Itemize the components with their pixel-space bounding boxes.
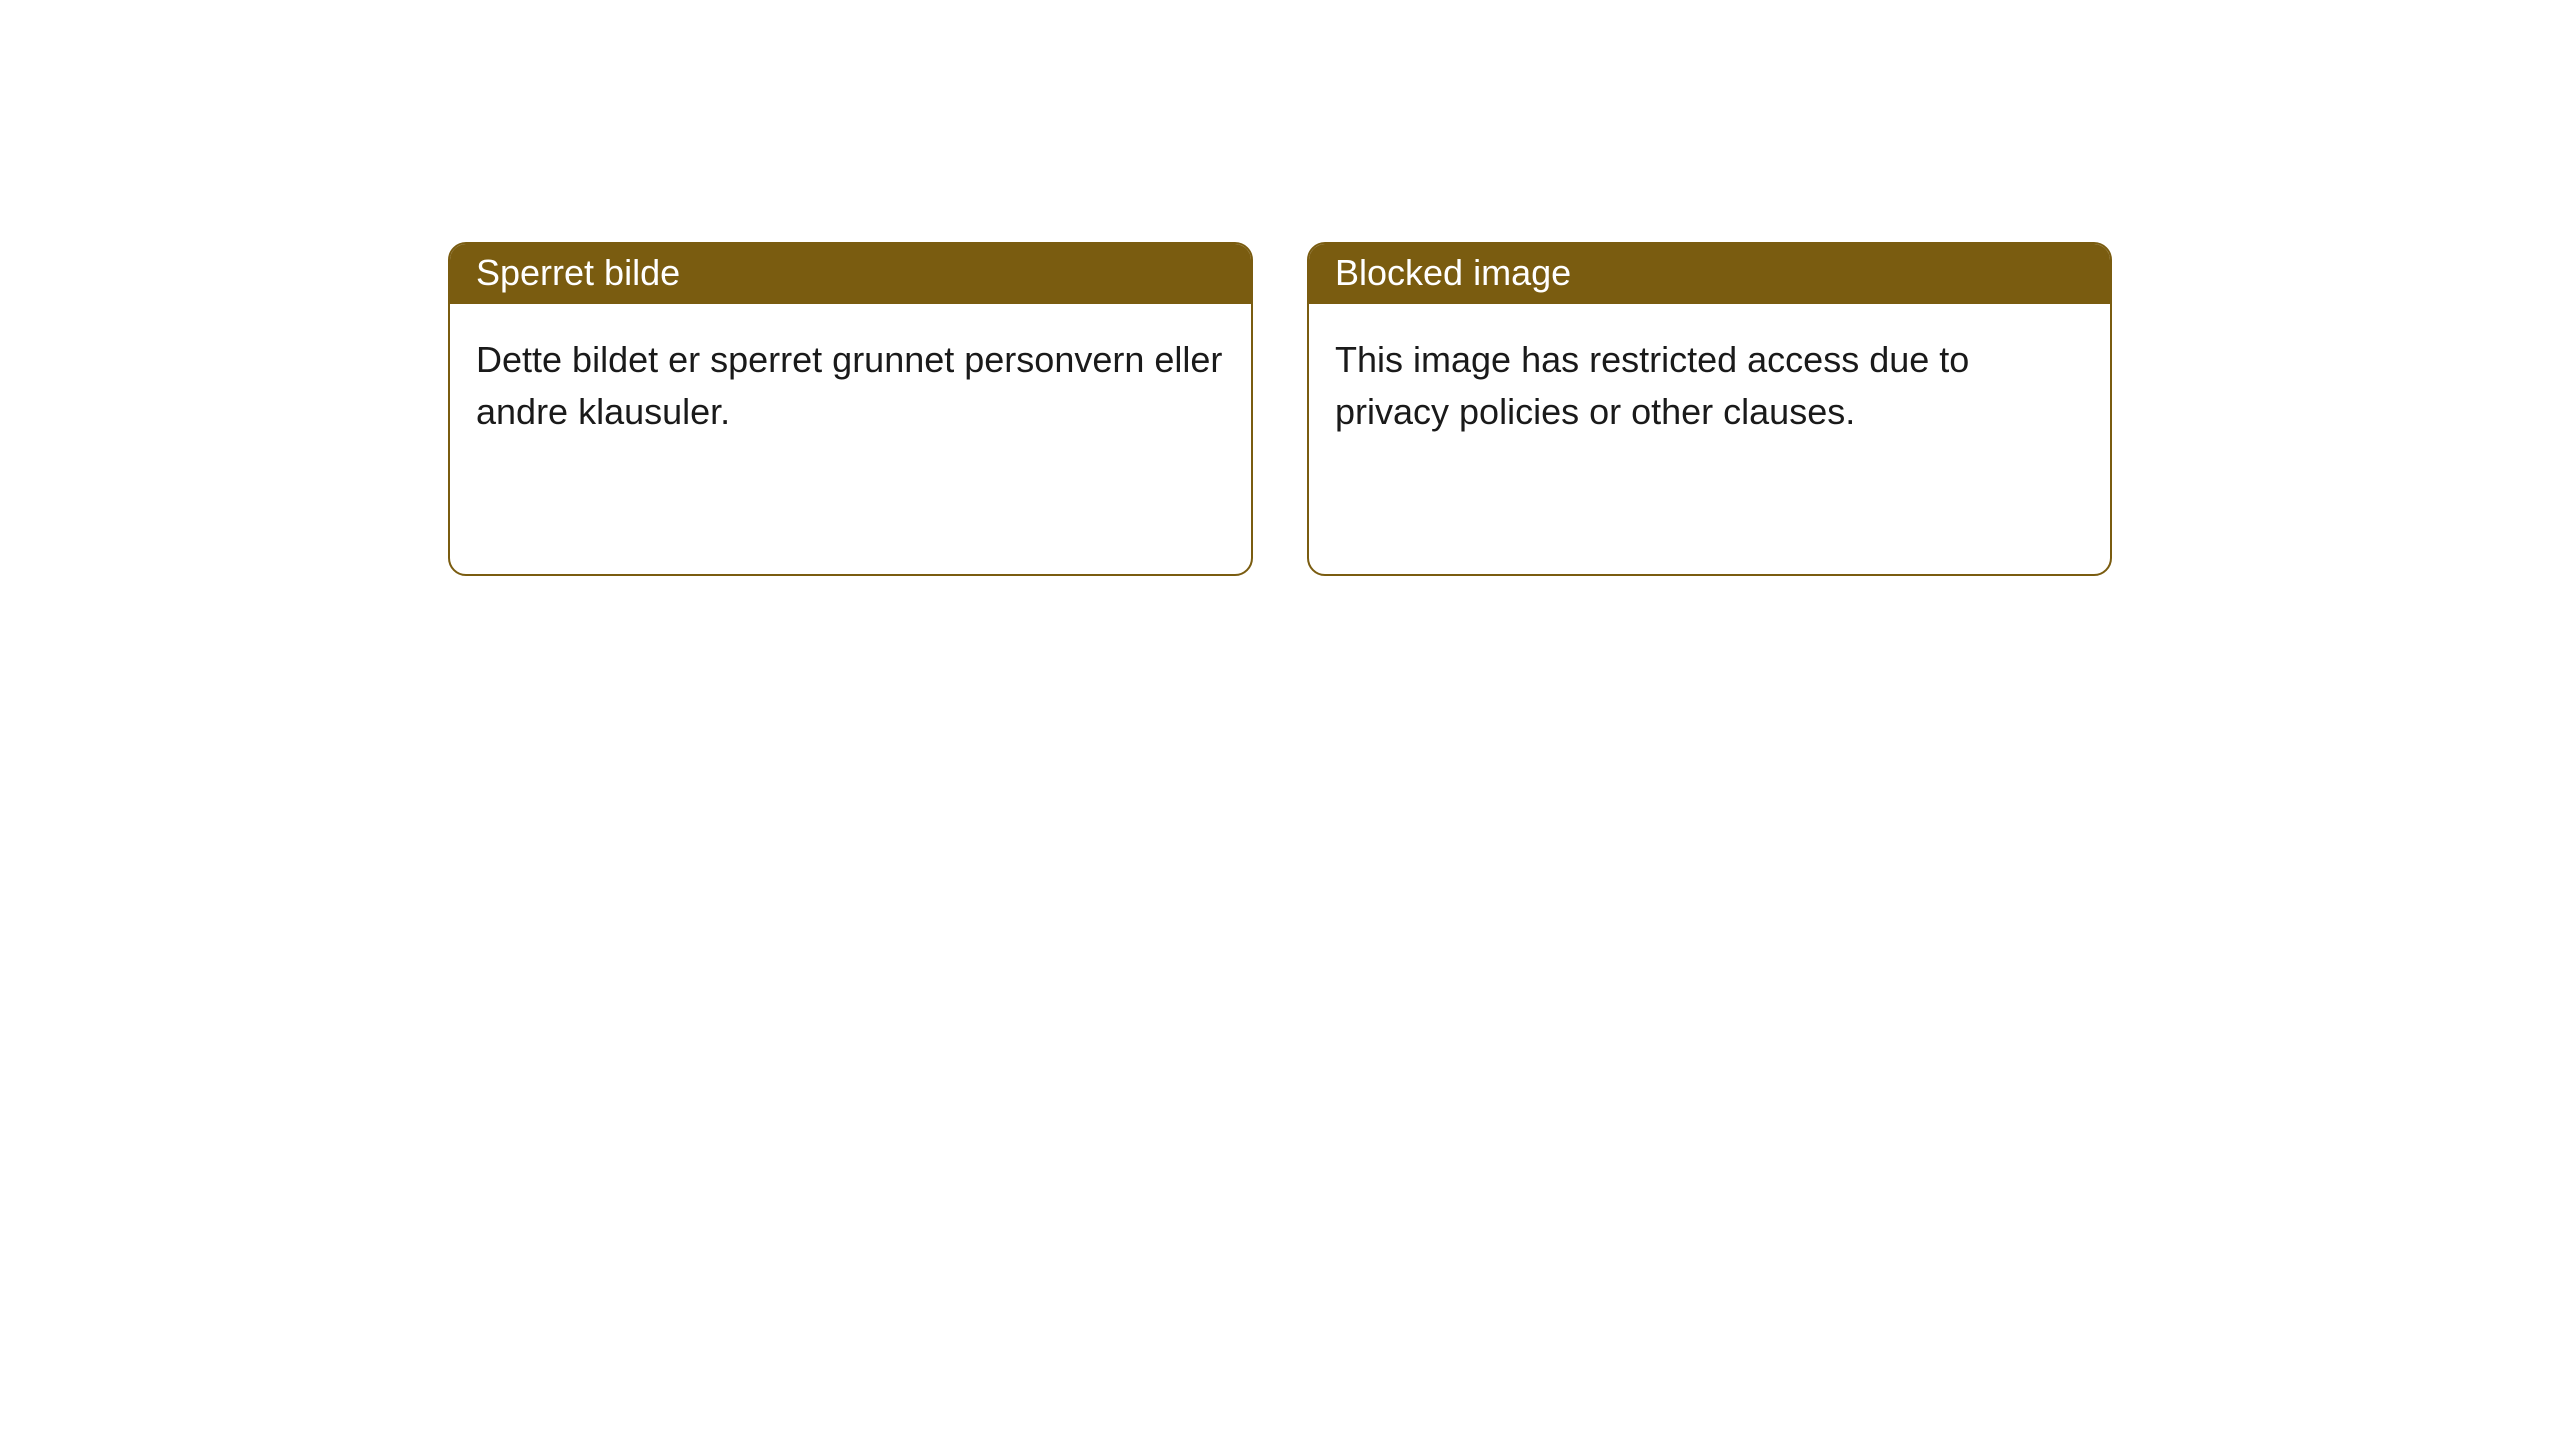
notice-body: This image has restricted access due to … [1309, 304, 2110, 574]
notice-card-english: Blocked image This image has restricted … [1307, 242, 2112, 576]
notice-body: Dette bildet er sperret grunnet personve… [450, 304, 1251, 574]
notice-container: Sperret bilde Dette bildet er sperret gr… [0, 0, 2560, 576]
notice-card-norwegian: Sperret bilde Dette bildet er sperret gr… [448, 242, 1253, 576]
notice-header: Blocked image [1309, 244, 2110, 304]
notice-header: Sperret bilde [450, 244, 1251, 304]
